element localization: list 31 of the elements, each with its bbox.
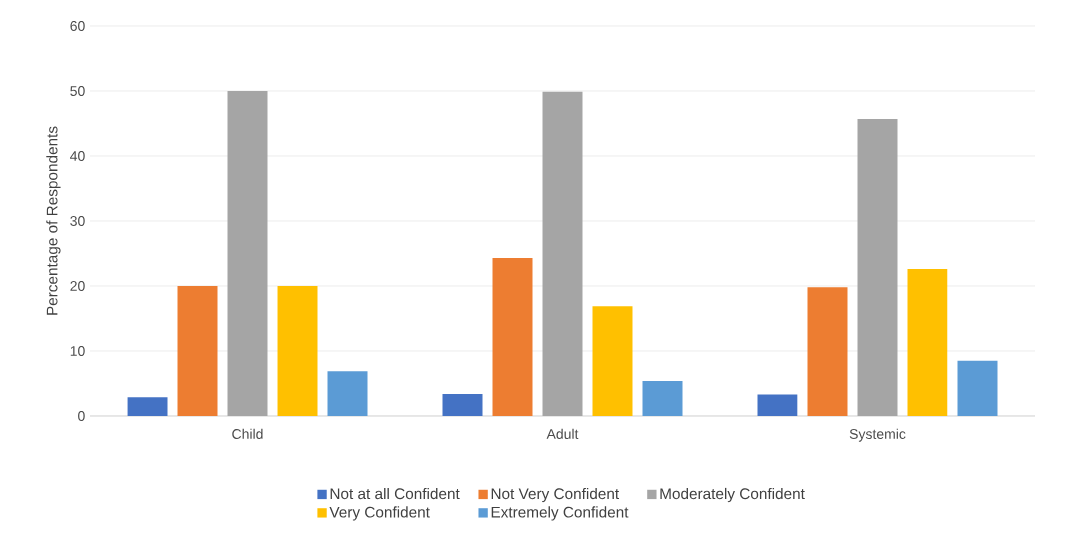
- y-tick-label: 20: [70, 281, 85, 291]
- y-tick-label: 40: [70, 151, 85, 161]
- y-tick-label: 10: [70, 346, 85, 356]
- legend-label: Not Very Confident: [491, 487, 620, 503]
- legend-label: Not at all Confident: [330, 487, 460, 500]
- bar: [227, 90, 268, 416]
- y-tick-label: 0: [78, 411, 85, 421]
- bar: [957, 360, 998, 416]
- y-tick-label: 60: [70, 21, 85, 31]
- y-tick-label: 30: [70, 216, 85, 226]
- legend-label: Extremely Confident: [491, 506, 629, 521]
- x-tick-label: Systemic: [849, 428, 906, 442]
- bar: [857, 118, 898, 416]
- legend-label: Very Confident: [329, 506, 430, 521]
- bar: [277, 285, 318, 416]
- bar: [127, 397, 168, 416]
- bar: [542, 91, 583, 416]
- y-axis-title: Percentage of Respondents: [46, 126, 61, 315]
- bar: [177, 285, 218, 416]
- bar: [757, 394, 798, 416]
- bar: [492, 258, 533, 416]
- bar: [327, 371, 368, 416]
- x-tick-label: Adult: [546, 428, 579, 439]
- bar: [442, 393, 483, 416]
- bar: [592, 306, 633, 416]
- y-tick-label: 50: [70, 86, 85, 96]
- x-tick-label: Child: [232, 428, 263, 439]
- bar: [807, 287, 848, 416]
- legend-label: Moderately Confident: [660, 487, 805, 503]
- bar: [907, 269, 948, 416]
- bar: [642, 380, 683, 416]
